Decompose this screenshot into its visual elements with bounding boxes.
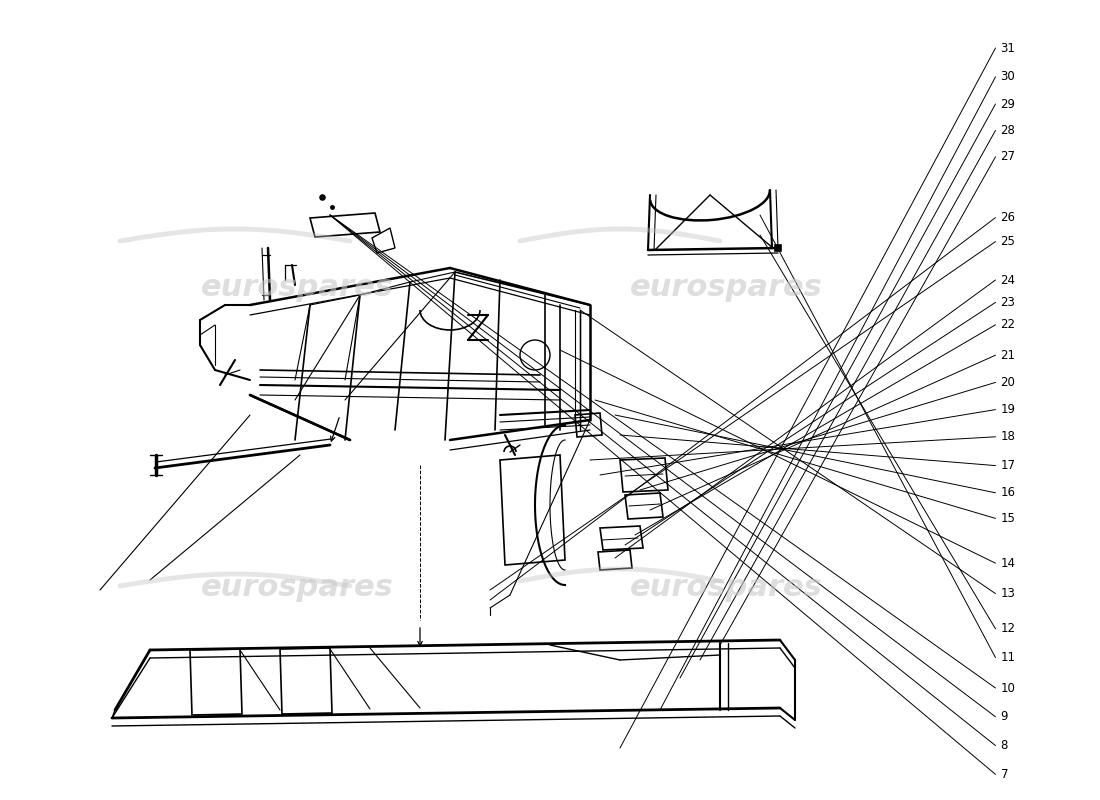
Text: 14: 14 [1001,557,1015,570]
Text: 28: 28 [1001,124,1015,137]
Text: 27: 27 [1001,150,1015,163]
Text: 31: 31 [1001,42,1015,54]
Text: 13: 13 [1001,587,1015,600]
Text: 16: 16 [1001,486,1015,499]
Text: 29: 29 [1001,98,1015,110]
Text: 11: 11 [1001,651,1015,664]
Text: 21: 21 [1001,349,1015,362]
Text: 18: 18 [1001,430,1015,443]
Text: eurospares: eurospares [200,274,394,302]
Text: 20: 20 [1001,376,1015,389]
Text: 8: 8 [1001,739,1008,752]
Text: 23: 23 [1001,296,1015,309]
Text: 9: 9 [1001,710,1008,723]
Text: 12: 12 [1001,622,1015,635]
Text: 25: 25 [1001,235,1015,248]
Text: eurospares: eurospares [200,574,394,602]
Text: eurospares: eurospares [629,274,823,302]
Text: 22: 22 [1001,318,1015,331]
Text: 7: 7 [1001,768,1008,781]
Text: 17: 17 [1001,459,1015,472]
Text: 26: 26 [1001,211,1015,224]
Text: 30: 30 [1001,70,1015,83]
Text: eurospares: eurospares [629,574,823,602]
Text: 19: 19 [1001,403,1015,416]
Text: 10: 10 [1001,682,1015,694]
Text: 24: 24 [1001,274,1015,286]
Text: 15: 15 [1001,512,1015,525]
